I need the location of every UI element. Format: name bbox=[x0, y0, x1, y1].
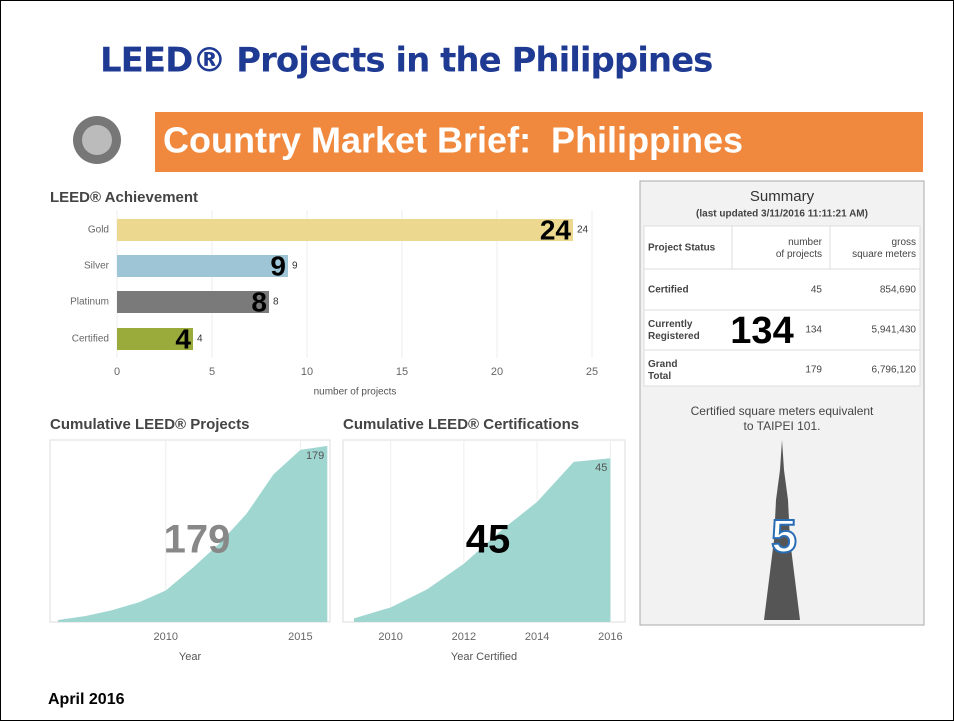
chart-title: LEED® Achievement bbox=[50, 189, 198, 206]
x-tick-label: 5 bbox=[209, 366, 215, 378]
area bbox=[353, 458, 611, 622]
value-label: 9 bbox=[292, 261, 298, 272]
registered-callout: 134 bbox=[730, 310, 793, 352]
x-tick-label: 2012 bbox=[452, 631, 476, 643]
chart-title: Cumulative LEED® Certifications bbox=[343, 416, 579, 433]
category-label: Platinum bbox=[70, 297, 109, 308]
table-cell: 5,941,430 bbox=[872, 325, 917, 336]
value-callout: 8 bbox=[251, 286, 267, 317]
x-tick-label: 0 bbox=[114, 366, 120, 378]
value-label: 4 bbox=[197, 334, 203, 345]
table-cell: number of projects bbox=[776, 237, 823, 260]
value-callout: 45 bbox=[466, 518, 511, 562]
bar bbox=[117, 219, 573, 241]
category-label: Certified bbox=[72, 334, 109, 345]
summary-title: Summary bbox=[750, 188, 815, 205]
category-label: Silver bbox=[84, 261, 110, 272]
summary-subtitle: (last updated 3/11/2016 11:11:21 AM) bbox=[696, 209, 868, 220]
x-tick-label: 20 bbox=[491, 366, 503, 378]
bar bbox=[117, 328, 193, 350]
value-callout: 9 bbox=[270, 250, 286, 281]
end-label: 45 bbox=[595, 462, 607, 474]
taipei-count: 5 bbox=[771, 510, 797, 562]
banner bbox=[155, 112, 923, 172]
x-tick-label: 2014 bbox=[525, 631, 549, 643]
category-label: Gold bbox=[88, 225, 109, 236]
area bbox=[58, 445, 328, 622]
summary-table bbox=[643, 225, 921, 387]
x-tick-label: 2015 bbox=[288, 631, 312, 643]
date: April 2016 bbox=[48, 691, 125, 708]
table-cell: Grand Total bbox=[648, 359, 677, 382]
value-callout: 4 bbox=[175, 323, 191, 354]
logo-inner bbox=[82, 125, 112, 155]
chart-title: Cumulative LEED® Projects bbox=[50, 416, 249, 433]
x-tick-label: 2010 bbox=[378, 631, 402, 643]
x-tick-label: 2016 bbox=[598, 631, 622, 643]
bar bbox=[117, 291, 269, 313]
value-label: 8 bbox=[273, 297, 279, 308]
x-axis-label: Year bbox=[179, 651, 202, 663]
table-cell: 134 bbox=[805, 325, 822, 336]
value-callout: 179 bbox=[164, 518, 231, 562]
table-cell: Project Status bbox=[648, 243, 716, 254]
table-cell: gross square meters bbox=[852, 237, 916, 260]
value-callout: 24 bbox=[540, 214, 572, 245]
x-axis-label: number of projects bbox=[314, 387, 397, 398]
taipei-tower bbox=[764, 440, 800, 620]
banner-text: Country Market Brief: Philippines bbox=[163, 120, 743, 161]
table-cell: Certified bbox=[648, 285, 689, 296]
x-tick-label: 15 bbox=[396, 366, 408, 378]
table-cell: 854,690 bbox=[880, 285, 917, 296]
table-cell: 6,796,120 bbox=[872, 365, 917, 376]
summary-note: Certified square meters equivalent to TAI… bbox=[691, 404, 874, 433]
x-tick-label: 10 bbox=[301, 366, 313, 378]
x-axis-label: Year Certified bbox=[451, 651, 517, 663]
end-label: 179 bbox=[306, 450, 324, 462]
table-cell: 45 bbox=[811, 285, 823, 296]
x-tick-label: 25 bbox=[586, 366, 598, 378]
value-label: 24 bbox=[577, 225, 589, 236]
x-tick-label: 2010 bbox=[154, 631, 178, 643]
bar bbox=[117, 255, 288, 277]
table-cell: 179 bbox=[805, 365, 822, 376]
table-cell: Currently Registered bbox=[648, 319, 700, 342]
slide-title: LEED® Projects in the Philippines bbox=[100, 41, 712, 81]
